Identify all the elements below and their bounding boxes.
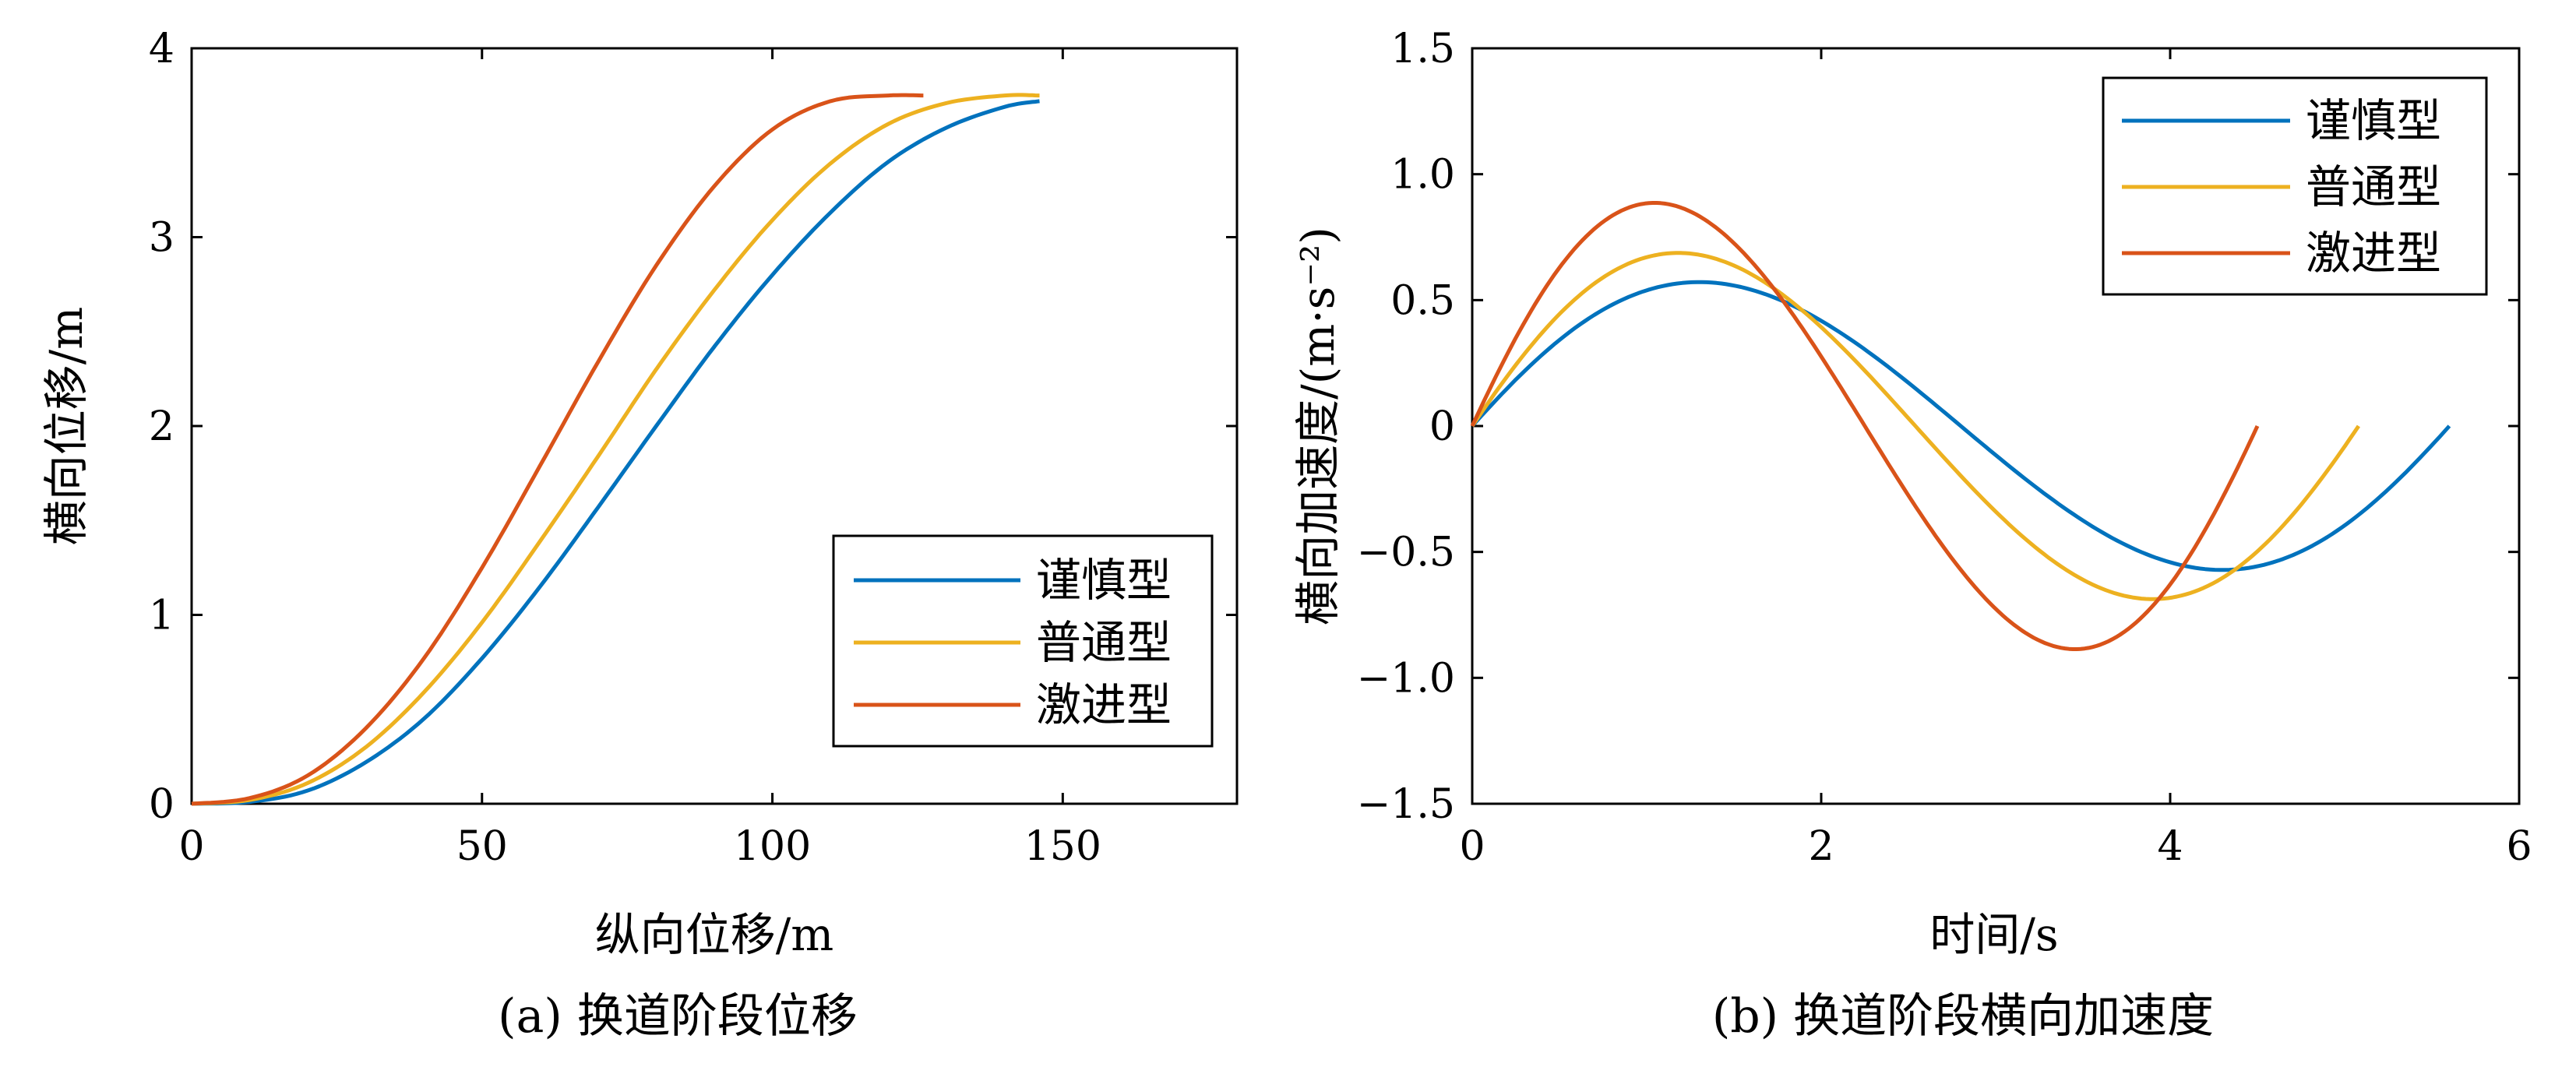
chart-b-ytick-label: 0.5 — [1390, 277, 1455, 324]
chart-a-ytick-label: 3 — [149, 215, 174, 262]
chart-a-legend-label-1: 普通型 — [1036, 616, 1172, 669]
chart-b-series-line-2 — [1470, 201, 2260, 651]
chart-a-series-line-1 — [191, 93, 1040, 806]
chart-b-legend-label-2: 激进型 — [2306, 227, 2441, 280]
chart-a-ytick-label: 1 — [149, 593, 174, 639]
chart-b-ytick-label: −1.5 — [1357, 781, 1455, 828]
chart-b: 0 2 4 6 1.5 1.0 0.5 0 −0.5 −1.0 −1.5 时间/s 横向加速度/(m… — [1292, 26, 2532, 1044]
chart-a-caption: (a) 换道阶段位移 — [498, 989, 858, 1044]
chart-b-ytick-label: 1.5 — [1390, 26, 1455, 72]
chart-a-ytick-label: 4 — [149, 26, 174, 72]
chart-b-series-line-1 — [1470, 251, 2360, 601]
chart-a-xtick-label: 150 — [1024, 823, 1101, 870]
chart-a: 0 50 100 150 0 1 2 3 4 纵向位移/m 横向位移/m 谨慎型 普通型 激进型… — [40, 26, 1239, 1044]
chart-b-ytick-label: 0 — [1429, 403, 1455, 450]
chart-a-xlabel: 纵向位移/m — [595, 908, 834, 961]
chart-b-xlabel: 时间/s — [1929, 908, 2058, 961]
chart-a-ytick-label: 0 — [149, 781, 174, 828]
chart-a-series-line-2 — [191, 93, 924, 806]
chart-b-xtick-label: 4 — [2157, 823, 2183, 870]
chart-b-ytick-label: −1.0 — [1357, 655, 1455, 702]
chart-a-legend: 谨慎型 普通型 激进型 — [832, 534, 1214, 748]
chart-a-xtick-label: 100 — [734, 823, 811, 870]
chart-a-xtick-label: 50 — [456, 823, 508, 870]
chart-b-xtick-label: 6 — [2506, 823, 2532, 870]
chart-b-caption: (b) 换道阶段横向加速度 — [1712, 989, 2214, 1044]
chart-a-series-line-0 — [191, 99, 1040, 806]
chart-b-legend: 谨慎型 普通型 激进型 — [2102, 76, 2488, 296]
chart-b-xtick-label: 0 — [1459, 823, 1485, 870]
chart-b-ytick-label: 1.0 — [1390, 152, 1455, 199]
chart-a-xtick-label: 0 — [178, 823, 204, 870]
chart-b-ylabel: 横向加速度/(m·s⁻²) — [1292, 227, 1344, 625]
chart-b-xtick-label: 2 — [1808, 823, 1834, 870]
chart-b-ytick-label: −0.5 — [1357, 530, 1455, 576]
chart-a-legend-label-2: 激进型 — [1036, 678, 1172, 731]
chart-b-legend-label-1: 普通型 — [2306, 160, 2441, 213]
chart-a-ytick-label: 2 — [149, 403, 174, 450]
chart-b-series-line-0 — [1471, 280, 2451, 572]
chart-a-legend-label-0: 谨慎型 — [1036, 554, 1172, 607]
chart-b-legend-label-0: 谨慎型 — [2306, 94, 2441, 147]
chart-a-ylabel: 横向位移/m — [40, 307, 93, 546]
